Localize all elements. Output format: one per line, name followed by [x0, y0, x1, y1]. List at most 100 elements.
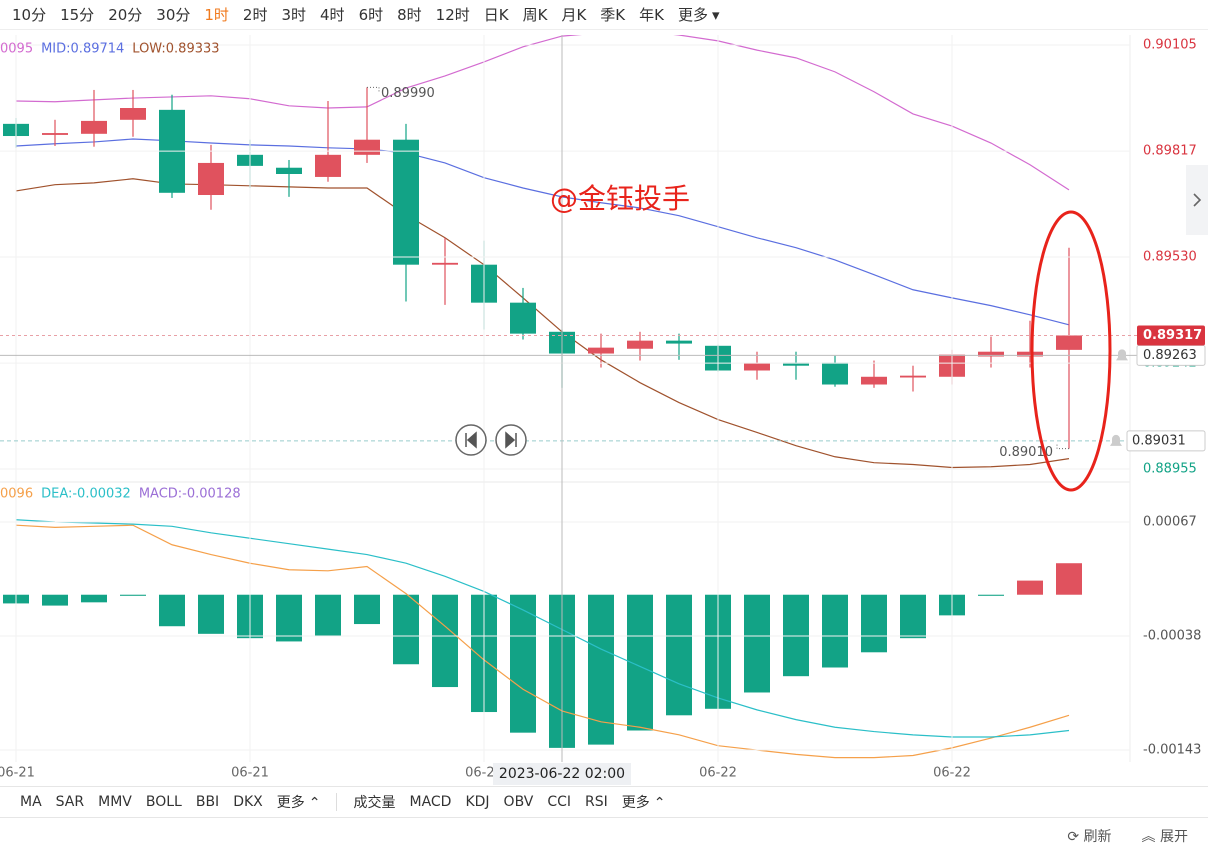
- bell-icon: [1116, 349, 1128, 361]
- caret-icon: ▾: [711, 6, 720, 24]
- period-button[interactable]: 季K: [600, 6, 626, 24]
- price-tag-label: 0.89263: [1143, 348, 1197, 363]
- more-button[interactable]: 更多 ▾: [678, 4, 720, 25]
- expand-button[interactable]: ︽ 展开: [1141, 829, 1188, 845]
- macd-bar: [1056, 563, 1082, 595]
- macd-bar: [861, 594, 887, 653]
- period-button[interactable]: 6时: [358, 6, 384, 24]
- period-button[interactable]: 周K: [522, 6, 548, 24]
- more-label: 更多: [276, 795, 305, 811]
- candle-body: [1056, 335, 1082, 350]
- indicator-button[interactable]: DKX: [233, 794, 263, 810]
- candle-body: [978, 351, 1004, 357]
- plot: 06-21 06-21 06-22 06-22 06-220.901050.898170…: [0, 35, 1206, 785]
- candle-body: [81, 120, 107, 134]
- legend-item: 0096: [0, 487, 33, 502]
- candle-body: [198, 162, 224, 196]
- x-tick-label: 06-22: [933, 766, 971, 781]
- price-tag: [1137, 325, 1205, 346]
- period-button[interactable]: 2时: [242, 6, 268, 24]
- price-panel: [3, 35, 1082, 469]
- separator: [336, 793, 338, 811]
- macd-panel: [3, 519, 1082, 759]
- marker-line: [367, 86, 380, 93]
- period-button[interactable]: 3时: [281, 6, 307, 24]
- legend-item: DEA:-0.00032: [41, 487, 131, 502]
- period-button[interactable]: 10分: [12, 6, 47, 24]
- indicator-line: [15, 519, 1070, 738]
- more-button[interactable]: 更多 ⌃: [622, 792, 666, 812]
- candle-body: [627, 340, 653, 349]
- x-tick-label: 06-22: [699, 766, 737, 781]
- bell-icon: [1110, 434, 1122, 446]
- period-button[interactable]: 30分: [156, 6, 191, 24]
- indicator-line: [15, 35, 1070, 191]
- candle-body: [510, 302, 536, 334]
- indicator-button[interactable]: OBV: [503, 794, 534, 810]
- more-label: 更多: [621, 795, 650, 811]
- legend-item: 0095: [0, 42, 33, 57]
- indicator-button[interactable]: CCI: [547, 794, 572, 810]
- crosshair-tag: [493, 763, 631, 785]
- macd-bar: [432, 594, 458, 688]
- candle-body: [861, 376, 887, 385]
- prev-icon: [465, 431, 477, 449]
- indicator-button[interactable]: RSI: [585, 794, 608, 810]
- indicator-button[interactable]: BOLL: [145, 794, 182, 810]
- legend-item: MACD:-0.00128: [139, 487, 241, 502]
- indicator-button[interactable]: BBI: [195, 794, 220, 810]
- indicator-button[interactable]: 成交量: [353, 795, 396, 811]
- period-button[interactable]: 1时: [204, 6, 229, 24]
- price-tag-label: 0.89031: [1132, 433, 1186, 448]
- more-button[interactable]: 更多 ⌃: [277, 792, 321, 812]
- more-label: 更多: [677, 6, 708, 24]
- highlight-ellipse: [1030, 210, 1112, 492]
- price-tag: [1126, 430, 1206, 452]
- candle-body: [276, 167, 302, 174]
- refresh-label: 刷新: [1083, 829, 1112, 845]
- refresh-button[interactable]: ⟳ 刷新: [1067, 829, 1112, 845]
- period-button[interactable]: 20分: [108, 6, 143, 24]
- macd-bar: [1017, 580, 1043, 595]
- period-button[interactable]: 月K: [561, 6, 587, 24]
- indicator-button[interactable]: MA: [20, 794, 42, 810]
- candle-body: [42, 133, 68, 135]
- watermark: @金钰投手: [550, 182, 690, 215]
- macd-bar: [744, 594, 770, 693]
- chevron-icon: ⌃: [653, 795, 666, 811]
- crosshair-label: 2023-06-22 02:00: [499, 766, 625, 782]
- period-button[interactable]: 15分: [60, 6, 95, 24]
- candle-body: [354, 139, 380, 155]
- indicator-button[interactable]: MMV: [98, 794, 132, 810]
- period-button[interactable]: 4时: [320, 6, 345, 24]
- period-button[interactable]: 日K: [483, 6, 509, 24]
- footer: ⟳ 刷新 ︽ 展开: [1063, 826, 1188, 846]
- period-button[interactable]: 8时: [397, 6, 422, 24]
- macd-bar: [198, 594, 224, 634]
- indicator-line: [15, 178, 1070, 469]
- candle-body: [393, 139, 419, 265]
- candle-body: [666, 340, 692, 344]
- expand-label: 展开: [1160, 829, 1188, 845]
- indicator-line: [15, 524, 1070, 759]
- candle-body: [315, 154, 341, 177]
- macd-bar: [900, 594, 926, 639]
- y-tick-label: 0.00067: [1143, 514, 1197, 529]
- indicator-button[interactable]: SAR: [55, 794, 85, 810]
- period-button[interactable]: 12时: [435, 6, 470, 24]
- x-tick-label: 06-21: [231, 766, 269, 781]
- indicator-button[interactable]: MACD: [409, 794, 452, 810]
- indicator-button[interactable]: KDJ: [465, 794, 490, 810]
- playback-controls[interactable]: [455, 424, 527, 456]
- chevron-icon: ⌃: [308, 795, 321, 811]
- y-tick-label: 0.88955: [1143, 461, 1197, 476]
- high-label: 0.89990: [381, 86, 435, 101]
- indicator-line: [15, 138, 1070, 326]
- side-toggle[interactable]: [1186, 165, 1208, 235]
- low-label: 0.89010: [999, 445, 1053, 460]
- macd-bar: [783, 594, 809, 677]
- period-button[interactable]: 年K: [639, 6, 664, 24]
- macd-bar: [315, 594, 341, 636]
- side-panel-tab[interactable]: [1186, 165, 1208, 235]
